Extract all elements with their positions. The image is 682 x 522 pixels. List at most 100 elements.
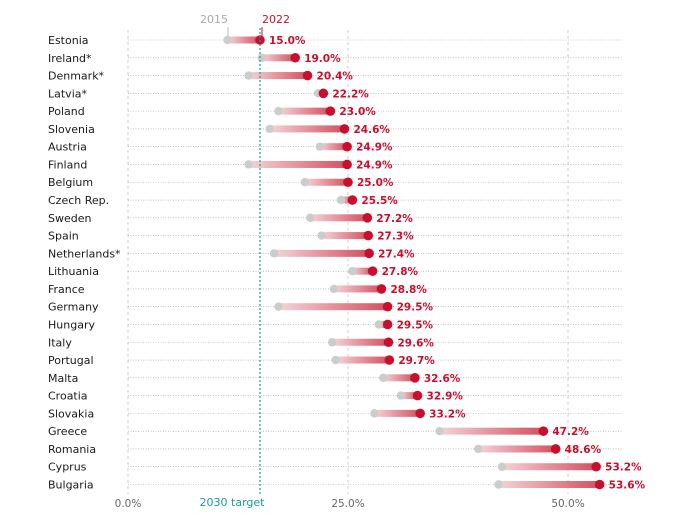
end-dot bbox=[412, 390, 423, 401]
category-label: Romania bbox=[48, 443, 96, 456]
category-label: Netherlands* bbox=[48, 247, 121, 260]
start-dot bbox=[300, 178, 310, 187]
category-label: Spain bbox=[48, 230, 79, 243]
value-label: 27.2% bbox=[376, 213, 413, 225]
change-bar bbox=[319, 143, 348, 151]
target-marker: 2030 target bbox=[200, 28, 265, 509]
legend-end-label: 2022 bbox=[262, 13, 290, 26]
start-dot bbox=[336, 195, 346, 205]
end-dot bbox=[364, 248, 374, 259]
start-dot bbox=[223, 35, 232, 45]
start-dot bbox=[331, 355, 340, 365]
value-label: 33.2% bbox=[429, 408, 466, 420]
change-bar bbox=[227, 36, 260, 44]
change-bar bbox=[304, 178, 348, 186]
value-label: 29.5% bbox=[397, 302, 434, 314]
category-label: Sweden bbox=[48, 212, 91, 225]
category-label: France bbox=[48, 283, 85, 296]
end-dot bbox=[376, 284, 387, 294]
value-label: 19.0% bbox=[304, 53, 341, 65]
change-bar bbox=[400, 392, 418, 400]
category-label: Ireland* bbox=[48, 52, 92, 65]
end-dot bbox=[318, 88, 329, 99]
value-label: 32.9% bbox=[427, 391, 464, 403]
change-bar bbox=[340, 196, 353, 204]
end-dot bbox=[410, 373, 420, 383]
legend: 2015 2022 bbox=[200, 13, 290, 26]
change-bar bbox=[274, 249, 370, 257]
value-label: 29.7% bbox=[398, 355, 435, 367]
end-dot bbox=[343, 177, 353, 188]
dumbbell-bars bbox=[223, 35, 605, 490]
start-dot bbox=[315, 142, 325, 151]
category-label: Denmark* bbox=[48, 70, 105, 83]
start-dot bbox=[244, 160, 253, 169]
start-dot bbox=[379, 373, 388, 383]
value-label: 48.6% bbox=[565, 444, 602, 456]
category-labels: Estonia 15.0% Ireland* 19.0% Denmark* 20.4% La… bbox=[48, 34, 646, 492]
start-dot bbox=[494, 480, 503, 489]
category-label: Czech Rep. bbox=[48, 194, 109, 207]
start-dot bbox=[374, 320, 383, 329]
value-label: 27.4% bbox=[378, 248, 415, 260]
value-label: 22.2% bbox=[332, 88, 369, 100]
value-label: 24.6% bbox=[353, 124, 390, 136]
value-label: 32.6% bbox=[424, 373, 461, 385]
start-dot bbox=[474, 444, 483, 454]
category-label: Finland bbox=[48, 158, 87, 171]
value-label: 24.9% bbox=[356, 159, 393, 171]
value-label: 20.4% bbox=[317, 71, 354, 83]
category-label: Estonia bbox=[48, 34, 89, 47]
legend-start-label: 2015 bbox=[200, 13, 228, 26]
category-label: Croatia bbox=[48, 390, 88, 403]
end-dot bbox=[538, 426, 549, 436]
change-bar bbox=[310, 214, 368, 222]
change-bar bbox=[248, 160, 348, 168]
value-label: 27.3% bbox=[377, 231, 414, 243]
value-label: 53.6% bbox=[609, 480, 646, 492]
end-dot bbox=[382, 319, 393, 330]
change-bar bbox=[321, 232, 369, 240]
end-dot bbox=[362, 213, 373, 223]
end-dot bbox=[342, 141, 352, 152]
start-dot bbox=[274, 302, 283, 311]
end-dot bbox=[591, 461, 601, 472]
change-bar bbox=[478, 445, 556, 453]
start-dot bbox=[348, 266, 357, 276]
start-dot bbox=[257, 53, 266, 62]
category-label: Latvia* bbox=[48, 87, 87, 100]
value-label: 15.0% bbox=[269, 35, 306, 47]
change-bar bbox=[261, 54, 296, 62]
end-dot bbox=[339, 124, 350, 134]
start-dot bbox=[497, 462, 507, 471]
category-label: Greece bbox=[48, 425, 87, 438]
change-bar bbox=[374, 409, 421, 417]
category-label: Hungary bbox=[48, 318, 95, 331]
change-bar bbox=[333, 285, 382, 293]
change-bar bbox=[502, 463, 597, 471]
start-dot bbox=[317, 231, 326, 240]
value-label: 29.5% bbox=[397, 319, 434, 331]
category-label: Germany bbox=[48, 301, 99, 314]
end-dot bbox=[550, 444, 561, 454]
category-label: Portugal bbox=[48, 354, 94, 367]
start-dot bbox=[329, 284, 339, 294]
start-dot bbox=[370, 409, 379, 418]
x-tick-label: 50.0% bbox=[551, 498, 584, 510]
value-label: 24.9% bbox=[356, 142, 393, 154]
end-dot bbox=[383, 337, 394, 348]
end-dot bbox=[302, 70, 313, 81]
end-dot bbox=[382, 301, 393, 312]
end-dot bbox=[347, 195, 358, 205]
end-dot bbox=[363, 230, 374, 241]
end-dot bbox=[415, 408, 425, 419]
change-bar bbox=[335, 356, 390, 364]
category-label: Poland bbox=[48, 105, 85, 118]
start-dot bbox=[396, 391, 405, 400]
change-bar bbox=[332, 338, 389, 346]
start-dot bbox=[435, 426, 444, 436]
category-label: Belgium bbox=[48, 176, 93, 189]
change-bar bbox=[352, 267, 373, 275]
end-dot bbox=[325, 106, 336, 116]
